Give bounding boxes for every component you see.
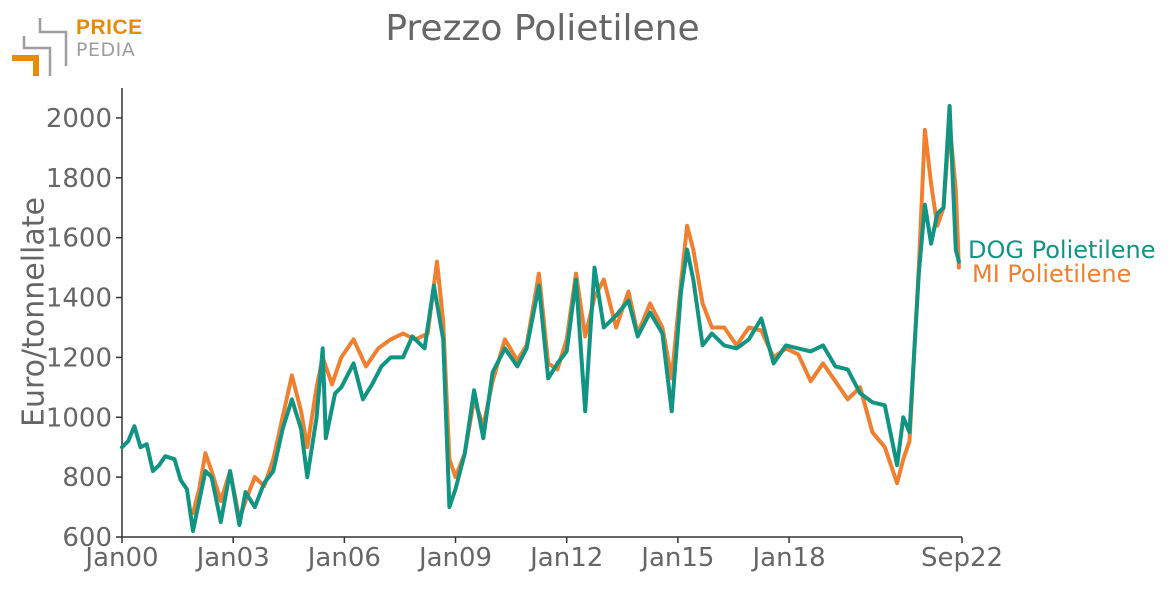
y-tick-label: 1400 — [46, 284, 112, 314]
chart-title: Prezzo Polietilene — [385, 8, 700, 49]
x-tick-label: Jan03 — [195, 543, 270, 573]
y-tick-label: 1000 — [46, 403, 112, 433]
legend-label-mi-polietilene: MI Polietilene — [972, 260, 1131, 288]
y-tick-label: 1800 — [46, 164, 112, 194]
series-line-mi-polietilene — [191, 121, 961, 521]
y-tick-label: 2000 — [46, 104, 112, 134]
pricepedia-logo-mark — [12, 18, 68, 76]
logo-text-bottom: PEDIA — [76, 39, 136, 61]
y-tick-label: 1600 — [46, 224, 112, 254]
x-tick-label: Jan15 — [639, 543, 714, 573]
series-line-dog-polietilene — [120, 104, 961, 533]
y-tick-label: 800 — [62, 463, 112, 493]
x-tick-label: Jan00 — [83, 543, 158, 573]
pricepedia-logo: PRICE PEDIA — [10, 14, 150, 78]
chart-series-lines — [120, 104, 961, 533]
x-tick-label: Jan06 — [306, 543, 381, 573]
y-tick-label: 1200 — [46, 343, 112, 373]
x-tick-label: Jan09 — [417, 543, 492, 573]
x-tick-label: Jan18 — [750, 543, 825, 573]
y-tick-label: 600 — [62, 523, 112, 553]
legend-label-dog-polietilene: DOG Polietilene — [968, 236, 1156, 264]
logo-text-top: PRICE — [76, 16, 143, 39]
chart-axes: 600 800 1000 1200 1400 1600 1800 2000 Jan00 Jan03… — [46, 88, 1003, 573]
x-tick-label: Jan12 — [528, 543, 603, 573]
x-tick-label: Sep22 — [921, 543, 1003, 573]
